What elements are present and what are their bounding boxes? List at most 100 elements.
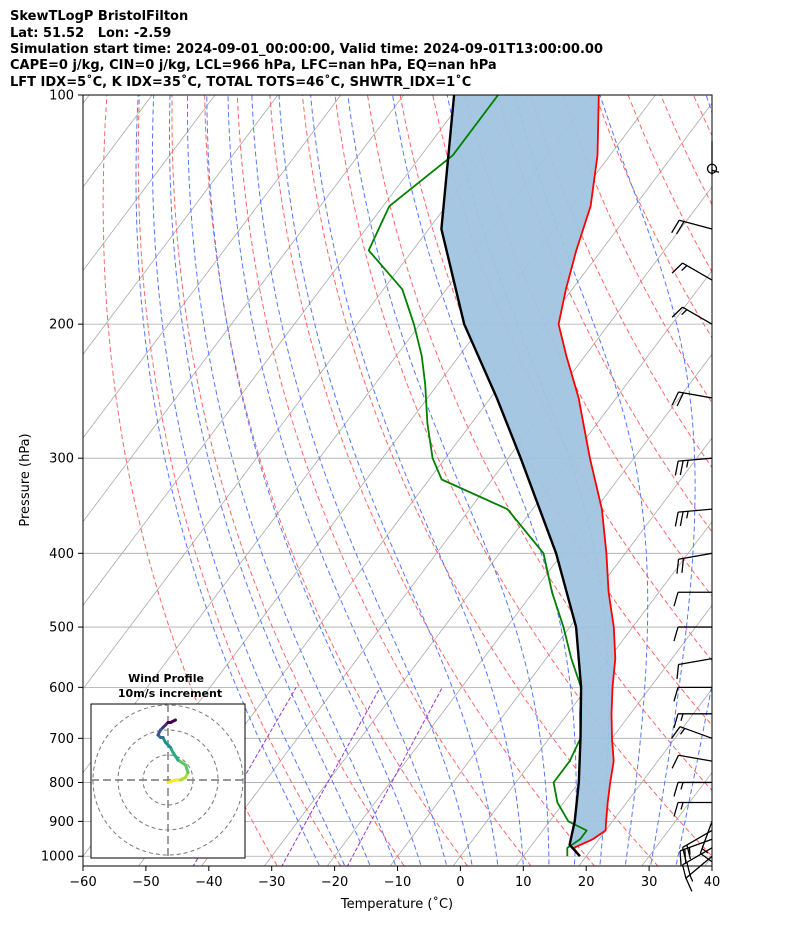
x-tick-label: 40 — [704, 875, 721, 890]
wind-barb — [673, 781, 712, 797]
hodograph-segment — [176, 758, 187, 767]
wind-barb — [671, 391, 713, 407]
wind-barb — [673, 686, 712, 702]
moist-adiabat-line — [310, 95, 524, 866]
y-tick-label: 400 — [49, 547, 74, 562]
isotherm-line — [389, 437, 712, 866]
isotherm-line — [83, 95, 405, 523]
header-line-3: Simulation start time: 2024-09-01_00:00:… — [10, 42, 603, 57]
isotherm-line — [326, 353, 712, 866]
header-line-5: LFT IDX=5˚C, K IDX=35˚C, TOTAL TOTS=46˚C… — [10, 75, 472, 90]
barb-staff — [678, 219, 713, 230]
barb-full — [673, 626, 679, 642]
barb-half — [680, 713, 684, 721]
moist-adiabat-line — [278, 95, 499, 866]
barb-full — [676, 392, 685, 407]
hodograph-subtitle: 10m/s increment — [118, 687, 222, 700]
x-tick-label: 20 — [578, 875, 595, 890]
wind-barb — [671, 262, 713, 281]
dewpoint-profile-line — [367, 95, 588, 857]
barb-full — [679, 850, 682, 866]
axis-ticks: −60 −50 −40 −30 −20 −10 0 10 20 30 40 100 200 300 400 5… — [41, 89, 720, 891]
barb-staff — [682, 847, 713, 866]
wind-barb — [671, 306, 713, 325]
dry-adiabat-line — [529, 95, 712, 469]
isotherm-line — [452, 520, 712, 866]
dry-adiabat-line — [726, 95, 794, 872]
wind-barb — [674, 508, 713, 527]
wind-barb — [671, 219, 713, 235]
x-tick-label: 30 — [641, 875, 658, 890]
moist-adiabat-line — [151, 95, 346, 866]
wind-barb — [671, 754, 713, 769]
dry-adiabat-line — [137, 95, 342, 866]
barb-full — [674, 511, 679, 527]
barb-full — [699, 852, 713, 863]
y-tick-label: 700 — [49, 732, 74, 747]
header-line-2: Lat: 51.52 Lon: -2.59 — [10, 26, 172, 41]
profile-lines — [367, 95, 617, 858]
barb-full — [670, 726, 681, 739]
barb-full — [679, 511, 684, 527]
isotherm-line — [201, 186, 712, 866]
isotherm-line — [83, 95, 90, 104]
barb-full — [681, 847, 687, 862]
dry-adiabat-line — [595, 95, 712, 339]
mixing-ratio-line — [346, 687, 443, 866]
wind-barb — [676, 552, 713, 574]
dry-adiabat-line — [236, 95, 532, 866]
dry-adiabat-line — [692, 95, 712, 137]
barb-half — [686, 511, 689, 519]
parcel-profile-line — [440, 95, 583, 858]
barb-half — [701, 848, 709, 854]
dry-adiabat-line — [367, 95, 712, 792]
barb-half — [681, 265, 688, 272]
isotherm-line — [83, 95, 342, 439]
barb-full — [671, 262, 684, 274]
y-tick-label: 500 — [49, 621, 74, 636]
barb-staff — [678, 552, 713, 560]
barb-full — [685, 877, 693, 892]
x-tick-label: −50 — [132, 875, 159, 890]
barb-staff — [679, 838, 713, 852]
barb-full — [671, 306, 684, 318]
barb-full — [679, 460, 684, 476]
barb-full — [686, 844, 692, 860]
header-line-4: CAPE=0 j/kg, CIN=0 j/kg, LCL=966 hPa, LF… — [10, 58, 497, 73]
x-axis-label: Temperature (˚C) — [340, 896, 453, 912]
x-tick-label: −20 — [321, 875, 348, 890]
temperature-profile-line — [557, 95, 617, 857]
barb-half — [679, 728, 686, 735]
wind-barb — [674, 457, 713, 476]
isotherm-line — [641, 771, 712, 866]
barb-full — [681, 864, 687, 880]
moist-adiabat-line — [251, 95, 473, 866]
dry-adiabat-line — [464, 95, 712, 597]
barb-staff — [678, 391, 713, 399]
y-tick-label: 200 — [49, 318, 74, 333]
dry-adiabat-line — [759, 95, 794, 872]
barb-full — [674, 461, 679, 476]
moist-adiabat-line — [514, 95, 649, 866]
barb-half — [680, 782, 684, 790]
isotherm-line — [578, 688, 712, 866]
dry-adiabat-line — [269, 95, 596, 866]
isotherm-line — [704, 855, 712, 866]
barb-half — [680, 802, 684, 810]
barb-staff — [679, 726, 713, 739]
moist-adiabat-line — [599, 95, 696, 866]
barb-staff — [678, 457, 713, 462]
barb-staff — [678, 657, 713, 666]
dry-adiabat-line — [204, 95, 469, 866]
isotherm-line — [763, 78, 794, 872]
wind-barb — [673, 801, 712, 817]
x-tick-label: −40 — [195, 875, 222, 890]
barb-full — [673, 782, 679, 797]
barb-staff — [699, 821, 713, 854]
barb-full — [673, 802, 679, 817]
wind-barb — [673, 626, 712, 642]
y-tick-label: 800 — [49, 776, 74, 791]
dry-adiabat-line — [627, 95, 712, 273]
moist-adiabat-line — [347, 95, 550, 866]
